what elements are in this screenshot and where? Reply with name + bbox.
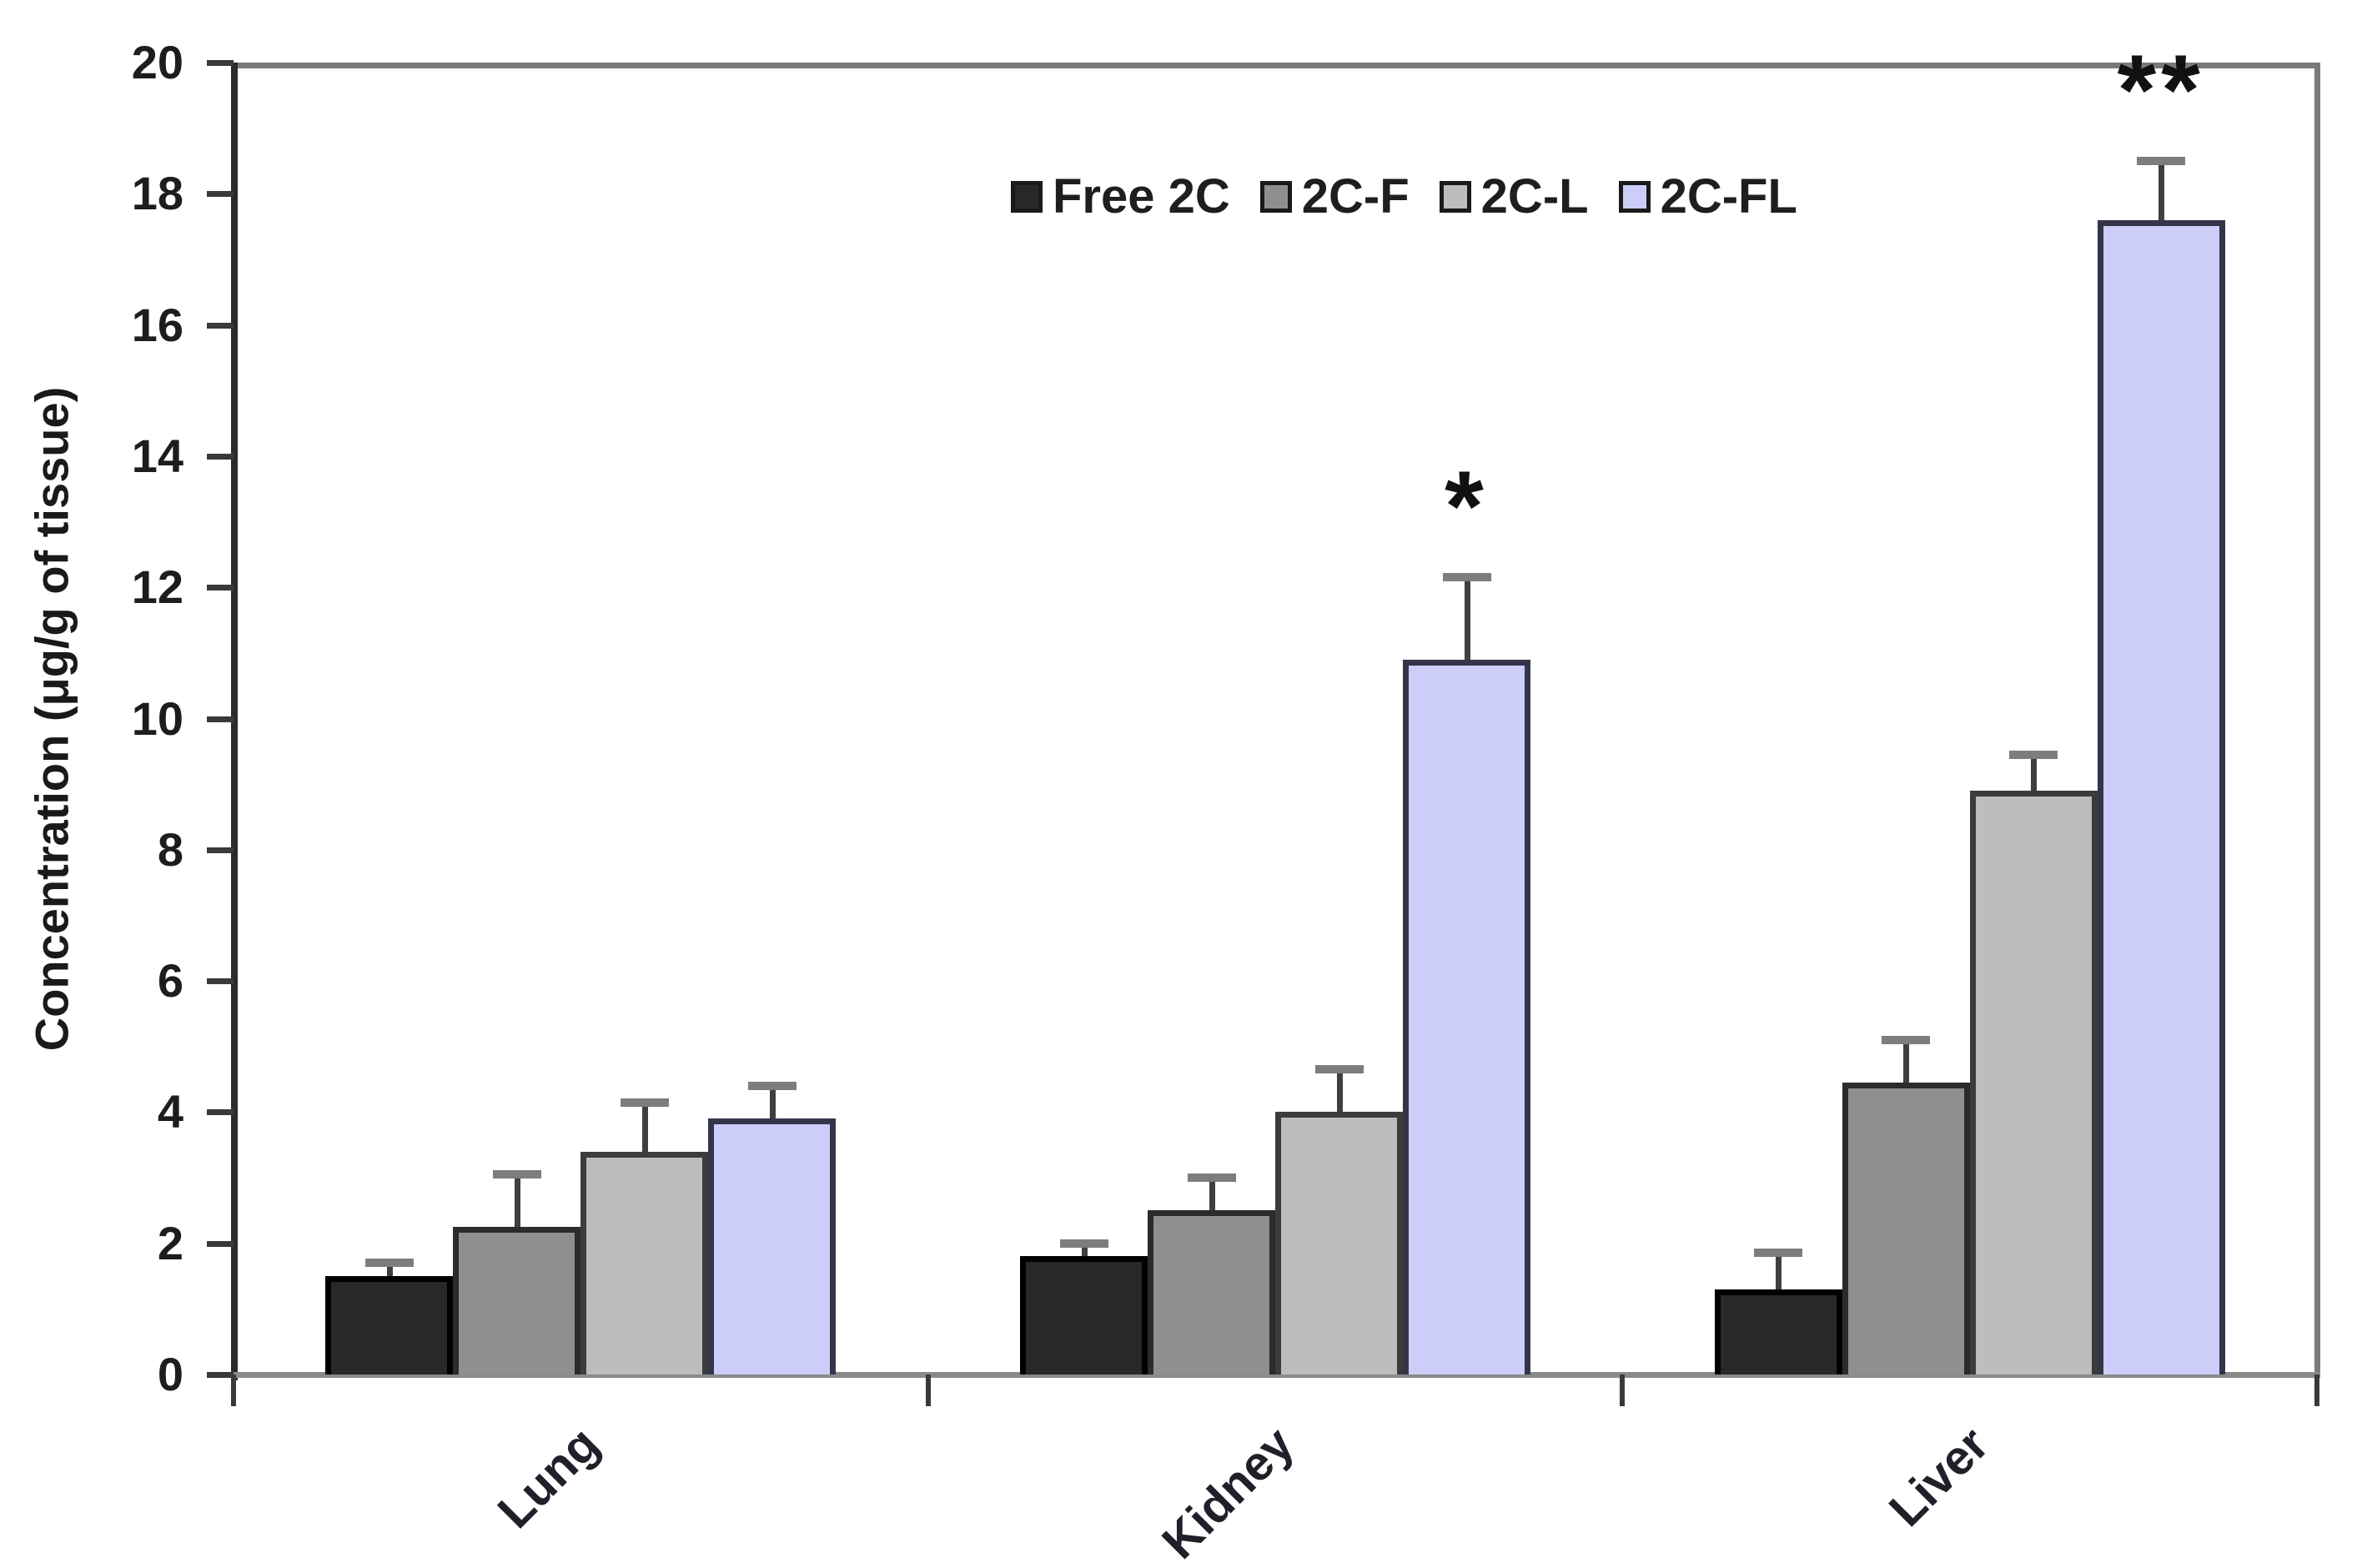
error-bar-stem bbox=[1336, 1069, 1343, 1113]
bar-kidney-2c-f bbox=[1148, 1210, 1275, 1375]
error-bar-stem bbox=[769, 1085, 776, 1119]
legend-item: 2C-F bbox=[1259, 168, 1410, 224]
bar-lung-2c-fl bbox=[708, 1118, 837, 1375]
y-tick-mark bbox=[207, 453, 234, 460]
y-tick-mark bbox=[207, 191, 234, 198]
y-tick-mark bbox=[207, 1240, 234, 1247]
x-tick-mark bbox=[925, 1375, 931, 1406]
bar-kidney-2c-fl bbox=[1403, 659, 1530, 1375]
error-bar-stem bbox=[514, 1174, 520, 1228]
error-bar-cap bbox=[1059, 1239, 1108, 1248]
x-axis-label-liver: Liver bbox=[1878, 1416, 1999, 1537]
y-tick-mark bbox=[207, 1372, 234, 1378]
legend-swatch bbox=[1011, 180, 1043, 213]
legend-item: 2C-L bbox=[1439, 168, 1589, 224]
error-bar-stem bbox=[2031, 754, 2038, 791]
y-tick-label: 14 bbox=[131, 429, 183, 482]
y-tick-label: 6 bbox=[157, 954, 183, 1008]
y-tick-mark bbox=[207, 585, 234, 591]
error-bar-cap bbox=[1754, 1249, 1803, 1258]
significance-marker: ** bbox=[2117, 33, 2205, 146]
x-axis-label-lung: Lung bbox=[487, 1416, 610, 1539]
x-tick-mark bbox=[231, 1375, 236, 1406]
y-tick-label: 12 bbox=[131, 560, 183, 614]
error-bar-cap bbox=[2009, 750, 2058, 759]
error-bar-stem bbox=[1081, 1243, 1088, 1257]
bar-lung-2c-f bbox=[453, 1227, 581, 1375]
legend-swatch bbox=[1259, 180, 1292, 213]
y-tick-label: 10 bbox=[131, 691, 183, 745]
x-tick-mark bbox=[1620, 1375, 1626, 1406]
error-bar-stem bbox=[1464, 577, 1470, 660]
y-axis-line bbox=[231, 63, 238, 1380]
error-bar-stem bbox=[2158, 160, 2165, 220]
y-tick-label: 20 bbox=[131, 36, 183, 88]
legend-label: 2C-L bbox=[1480, 169, 1589, 224]
legend-label: 2C-FL bbox=[1660, 169, 1797, 224]
error-bar-cap bbox=[1882, 1035, 1931, 1044]
error-bar-stem bbox=[386, 1263, 393, 1276]
error-bar-cap bbox=[2137, 156, 2186, 165]
y-tick-mark bbox=[207, 60, 234, 66]
error-bar-cap bbox=[747, 1081, 797, 1090]
error-bar-cap bbox=[364, 1259, 414, 1268]
y-tick-mark bbox=[207, 322, 234, 329]
legend-label: 2C-F bbox=[1301, 169, 1410, 224]
error-bar-stem bbox=[1209, 1178, 1215, 1211]
y-tick-mark bbox=[207, 716, 234, 722]
bar-liver-2c-fl bbox=[2097, 219, 2225, 1375]
x-axis-label-kidney: Kidney bbox=[1151, 1416, 1304, 1568]
legend-item: 2C-FL bbox=[1618, 168, 1797, 224]
legend: Free 2C 2C-F 2C-L 2C-FL bbox=[1011, 168, 1797, 224]
y-tick-mark bbox=[207, 847, 234, 853]
y-tick-label: 18 bbox=[131, 167, 183, 220]
x-tick-mark bbox=[2314, 1375, 2319, 1406]
x-axis-line bbox=[234, 1372, 2320, 1378]
error-bar-stem bbox=[641, 1102, 648, 1152]
bar-liver-free-2c bbox=[1714, 1289, 1842, 1375]
y-tick-label: 8 bbox=[157, 822, 183, 876]
legend-swatch bbox=[1439, 180, 1471, 213]
error-bar-cap bbox=[1442, 573, 1491, 582]
y-tick-label: 2 bbox=[157, 1216, 183, 1269]
error-bar-cap bbox=[492, 1170, 541, 1179]
error-bar-cap bbox=[620, 1098, 669, 1107]
significance-marker: * bbox=[1445, 450, 1489, 563]
y-tick-mark bbox=[207, 978, 234, 985]
legend-swatch bbox=[1618, 180, 1651, 213]
error-bar-stem bbox=[1903, 1039, 1910, 1083]
plot-frame-right-border bbox=[2314, 63, 2320, 1378]
y-tick-mark bbox=[207, 1109, 234, 1116]
bar-lung-free-2c bbox=[325, 1276, 454, 1375]
legend-label: Free 2C bbox=[1053, 169, 1230, 224]
error-bar-cap bbox=[1314, 1065, 1364, 1074]
bar-kidney-free-2c bbox=[1020, 1256, 1148, 1375]
y-tick-label: 0 bbox=[157, 1348, 183, 1400]
bar-liver-2c-f bbox=[1842, 1083, 1970, 1375]
bar-liver-2c-l bbox=[1969, 791, 2098, 1375]
bar-lung-2c-l bbox=[580, 1151, 709, 1375]
plot-frame-top-border bbox=[234, 63, 2320, 68]
error-bar-stem bbox=[1776, 1253, 1782, 1289]
bar-kidney-2c-l bbox=[1275, 1112, 1403, 1375]
error-bar-cap bbox=[1187, 1173, 1236, 1183]
legend-item: Free 2C bbox=[1011, 168, 1230, 224]
y-tick-label: 4 bbox=[157, 1085, 183, 1138]
y-tick-label: 16 bbox=[131, 298, 183, 351]
